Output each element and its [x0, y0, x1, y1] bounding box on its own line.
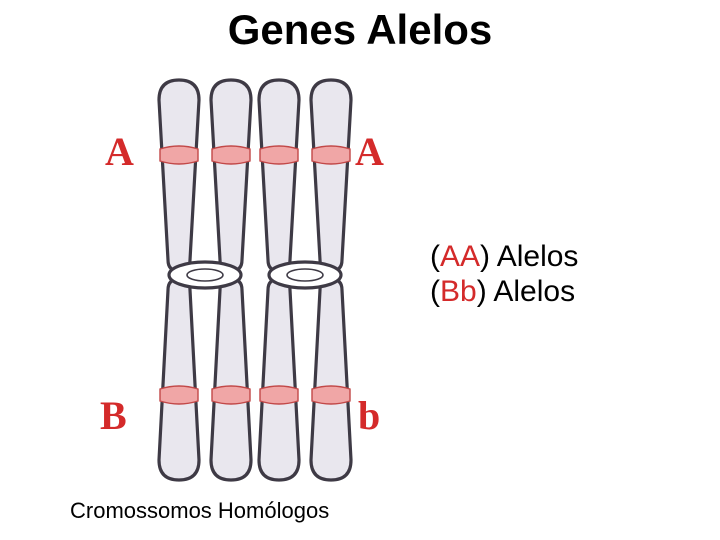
- diagram-caption: Cromossomos Homólogos: [70, 498, 329, 524]
- paren-close: ): [477, 275, 487, 308]
- chromosome-diagram: [0, 0, 720, 540]
- legend-allele: A: [440, 240, 460, 273]
- legend-line-bb: (Bb) Alelos: [430, 275, 578, 310]
- legend-word: Alelos: [490, 240, 578, 273]
- legend-allele: B: [440, 275, 460, 308]
- legend-allele: A: [460, 240, 480, 273]
- legend-allele: b: [460, 275, 477, 308]
- paren-open: (: [430, 240, 440, 273]
- allele-legend: (AA) Alelos (Bb) Alelos: [430, 240, 578, 309]
- legend-word: Alelos: [487, 275, 575, 308]
- paren-close: ): [480, 240, 490, 273]
- stage: Genes Alelos A A B b (AA) Alelos (Bb) Al…: [0, 0, 720, 540]
- paren-open: (: [430, 275, 440, 308]
- legend-line-aa: (AA) Alelos: [430, 240, 578, 275]
